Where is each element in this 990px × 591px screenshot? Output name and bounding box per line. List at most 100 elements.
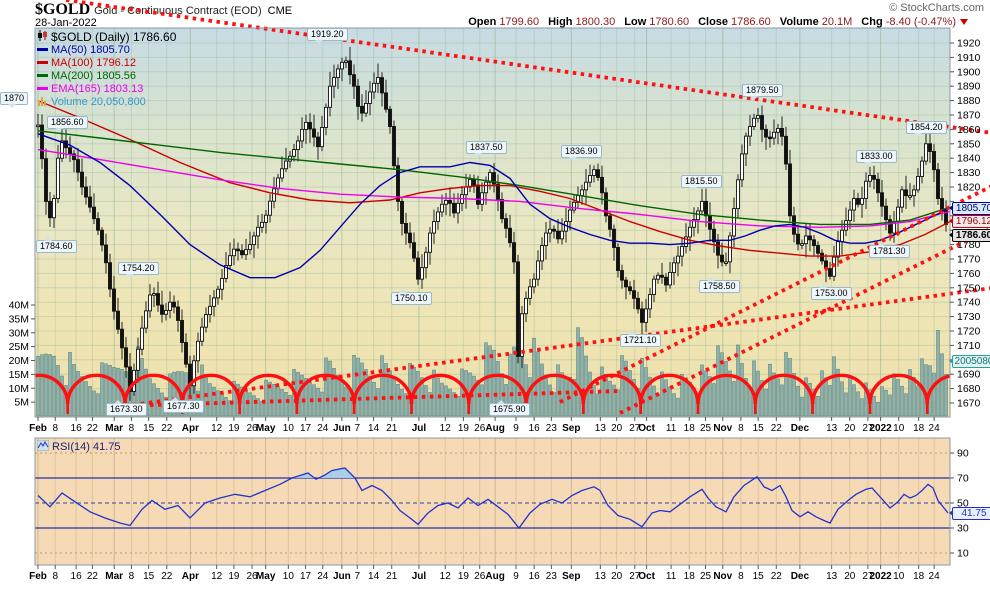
svg-text:21: 21 [386, 571, 398, 582]
svg-text:22: 22 [87, 571, 99, 582]
stockcharts-credit-link[interactable]: © StockCharts.com [889, 2, 984, 14]
svg-text:9: 9 [513, 571, 519, 582]
svg-text:10M: 10M [9, 383, 29, 395]
price-annotation: 1879.50 [742, 84, 783, 100]
symbol-label: $GOLD [35, 1, 91, 18]
main-chart-legend: $GOLD (Daily) 1786.60 MA(50) 1805.70 MA(10… [37, 29, 177, 108]
svg-text:8: 8 [52, 423, 58, 434]
svg-text:5M: 5M [14, 397, 29, 409]
svg-text:16: 16 [71, 571, 83, 582]
legend-item-label: MA(200) 1805.56 [51, 69, 136, 82]
legend-item-5: Volume 20,050,800 [37, 95, 176, 108]
svg-text:1760: 1760 [957, 268, 981, 280]
svg-text:12: 12 [211, 571, 223, 582]
quote-chg-value: -8.40 (-0.47%) [885, 16, 956, 28]
price-annotation: 1675.90 [489, 400, 530, 416]
svg-text:Jul: Jul [412, 571, 427, 582]
svg-text:7: 7 [354, 571, 360, 582]
legend-item-label: EMA(165) 1803.13 [51, 82, 144, 95]
legend-item-1: MA(50) 1805.70 [37, 43, 176, 56]
svg-text:12: 12 [440, 423, 452, 434]
svg-text:10: 10 [283, 423, 295, 434]
svg-text:15M: 15M [9, 369, 29, 381]
rsi-icon [36, 439, 50, 454]
svg-text:1830: 1830 [957, 167, 981, 179]
svg-text:Aug: Aug [485, 571, 504, 582]
svg-text:11: 11 [666, 423, 677, 434]
svg-text:Sep: Sep [562, 423, 580, 434]
svg-text:25M: 25M [9, 341, 29, 353]
price-annotation: 1753.00 [811, 284, 852, 300]
svg-text:9: 9 [513, 423, 519, 434]
svg-text:20: 20 [611, 423, 623, 434]
svg-text:1880: 1880 [957, 95, 981, 107]
svg-text:1910: 1910 [957, 52, 981, 64]
svg-text:16: 16 [71, 423, 83, 434]
svg-text:8: 8 [738, 423, 744, 434]
svg-text:May: May [256, 571, 276, 582]
svg-text:Oct: Oct [638, 571, 655, 582]
svg-text:14: 14 [368, 423, 380, 434]
svg-text:8: 8 [738, 571, 744, 582]
svg-text:10: 10 [893, 571, 905, 582]
price-annotation: 1781.30 [869, 242, 910, 258]
instrument-title: Gold - Continuous Contract (EOD) [94, 5, 262, 17]
svg-text:70: 70 [957, 473, 969, 485]
svg-text:30: 30 [957, 523, 969, 535]
svg-text:1710: 1710 [957, 340, 981, 352]
svg-text:10: 10 [283, 571, 295, 582]
quote-high-value: 1800.30 [575, 16, 616, 28]
svg-text:10: 10 [957, 548, 969, 560]
svg-text:Aug: Aug [485, 423, 504, 434]
svg-text:1850: 1850 [957, 138, 981, 150]
legend-item-label: MA(50) 1805.70 [51, 43, 130, 56]
quote-open-label: Open [468, 16, 497, 28]
svg-text:Sep: Sep [562, 571, 580, 582]
svg-text:22: 22 [161, 571, 173, 582]
volume-bars-icon [37, 95, 48, 109]
axis-value-callout: 1805.70 [949, 202, 990, 215]
svg-text:1750: 1750 [957, 282, 981, 294]
svg-text:Jun: Jun [333, 423, 351, 434]
ohlc-quote-bar: Open 1799.60 High 1800.30 Low 1780.60 Close 178… [459, 16, 968, 28]
legend-item-0: $GOLD (Daily) 1786.60 [37, 29, 177, 44]
price-annotation: 1754.20 [118, 262, 159, 278]
quote-chg-label: Chg [861, 16, 883, 28]
svg-text:18: 18 [913, 571, 925, 582]
svg-text:Apr: Apr [182, 423, 199, 434]
svg-text:17: 17 [300, 423, 312, 434]
quote-low-value: 1780.60 [649, 16, 690, 28]
line-swatch [37, 48, 48, 51]
price-annotation: 1677.30 [163, 397, 204, 413]
line-swatch [37, 61, 48, 64]
legend-item-2: MA(100) 1796.12 [37, 56, 176, 69]
price-annotation: 1815.50 [681, 175, 722, 191]
svg-text:22: 22 [771, 423, 783, 434]
legend-item-label: $GOLD (Daily) 1786.60 [51, 29, 177, 44]
quote-low-label: Low [624, 16, 647, 28]
svg-text:22: 22 [771, 571, 783, 582]
svg-text:13: 13 [826, 571, 838, 582]
legend-item-3: MA(200) 1805.56 [37, 69, 176, 82]
svg-text:26: 26 [474, 423, 486, 434]
svg-text:19: 19 [228, 571, 240, 582]
quote-close-value: 1786.60 [731, 16, 771, 28]
legend-item-label: MA(100) 1796.12 [51, 56, 136, 69]
svg-text:20M: 20M [9, 355, 29, 367]
svg-text:7: 7 [354, 423, 360, 434]
price-annotation: 1870 [0, 92, 29, 108]
svg-text:1720: 1720 [957, 326, 981, 338]
svg-text:16: 16 [529, 571, 541, 582]
svg-text:10: 10 [893, 423, 905, 434]
svg-text:27: 27 [629, 571, 641, 582]
quote-volume-label: Volume [779, 16, 819, 28]
svg-text:21: 21 [386, 423, 398, 434]
svg-text:Jul: Jul [412, 423, 427, 434]
exchange-label: CME [267, 5, 293, 17]
svg-text:40M: 40M [9, 300, 29, 312]
svg-text:2022: 2022 [869, 423, 892, 434]
svg-text:22: 22 [87, 423, 99, 434]
svg-text:24: 24 [317, 423, 329, 434]
svg-text:25: 25 [700, 423, 712, 434]
svg-text:18: 18 [913, 423, 925, 434]
